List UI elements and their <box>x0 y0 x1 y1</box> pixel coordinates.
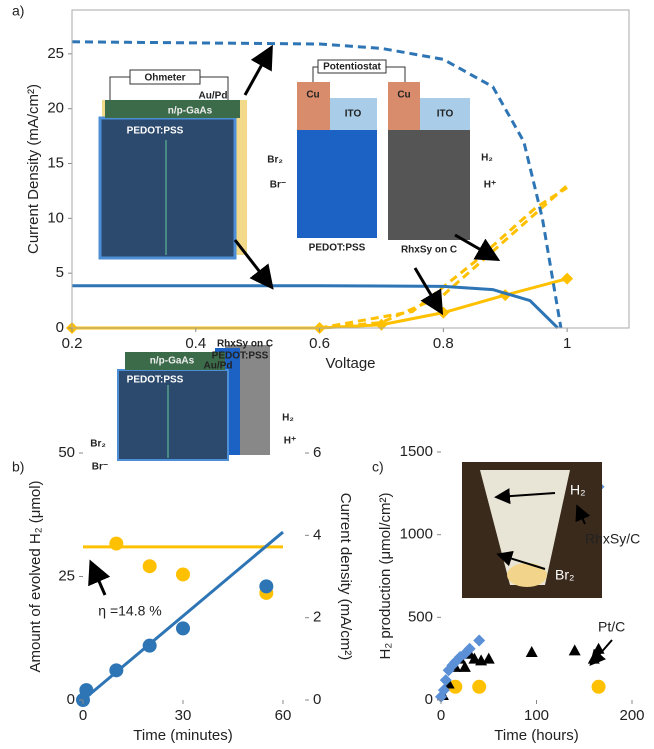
point <box>176 621 190 635</box>
diagram-label: n/p-GaAs <box>150 356 195 367</box>
y-tick-label: 25 <box>47 45 64 62</box>
y-tick-label: 1500 <box>400 443 433 460</box>
x-tick-label: 30 <box>175 707 192 724</box>
point <box>143 639 157 653</box>
diagram-label: H⁺ <box>484 180 497 191</box>
point <box>472 680 486 694</box>
diagram-label: H₂ <box>570 482 586 498</box>
x-tick-label: 60 <box>275 707 292 724</box>
y-tick-label: 0 <box>56 319 64 336</box>
point <box>109 663 123 677</box>
y-tick-label: 50 <box>58 444 75 461</box>
x-axis-label: Time (minutes) <box>133 727 232 744</box>
device-diagram-b: RhxSy on C PEDOT:PSS Au/Pd n/p-GaAs PEDO… <box>90 339 296 619</box>
diagram-label: Au/Pd <box>199 91 228 102</box>
diagram-label: Cu <box>306 90 319 101</box>
diagram-label: n/p-GaAs <box>168 106 213 117</box>
diagram-label: Br₂ <box>555 567 574 583</box>
series-line <box>72 286 558 328</box>
y2-axis-label: Current density (mA/cm²) <box>337 493 354 661</box>
y-tick-label: 0 <box>67 691 75 708</box>
y-tick-label: 20 <box>47 100 64 117</box>
point <box>109 537 123 551</box>
photo-inset: H₂ Br₂ RhxSy/C Pt/C <box>462 462 640 663</box>
x-axis-label: Time (hours) <box>494 727 578 744</box>
y-tick-label: 500 <box>408 608 433 625</box>
point <box>259 579 273 593</box>
diagram-label: PEDOT:PSS <box>309 243 366 254</box>
x-tick-label: 100 <box>524 707 549 724</box>
x-tick-label: 0.4 <box>185 335 206 352</box>
diagram-label: ITO <box>437 109 454 120</box>
y2-tick-label: 0 <box>313 691 321 708</box>
y-axis-label: Current Density (mA/cm²) <box>25 84 42 254</box>
annotation: Pt/C <box>598 619 625 635</box>
diagram-label: PEDOT:PSS <box>127 375 184 386</box>
point <box>569 644 581 655</box>
point <box>526 646 538 657</box>
y2-tick-label: 4 <box>313 526 321 543</box>
y-tick-label: 10 <box>47 209 64 226</box>
device-diagram-a: Ohmeter Au/Pd n/p-GaAs PEDOT:PSS Potenti… <box>100 50 496 310</box>
diagram-label: Au/Pd <box>204 361 233 372</box>
x-tick-label: 200 <box>619 707 644 724</box>
diagram-label: RhxSy on C <box>401 245 457 256</box>
panel-label: b) <box>12 459 24 475</box>
point <box>176 567 190 581</box>
diagram-label: H₂ <box>282 413 294 424</box>
panel-label: a) <box>12 3 24 19</box>
x-tick-label: 1 <box>563 335 571 352</box>
x-tick-label: 0 <box>437 707 445 724</box>
x-axis-label: Voltage <box>325 355 375 372</box>
point <box>592 680 606 694</box>
diagram-label: RhxSy on C <box>217 339 273 350</box>
diagram-label: H⁺ <box>284 436 297 447</box>
point <box>473 634 485 646</box>
y-tick-label: 1000 <box>400 526 433 543</box>
diagram-label: Ohmeter <box>144 73 185 84</box>
y-axis-label: H₂ production (μmol/cm²) <box>377 492 394 659</box>
diagram-label: Potentiostat <box>323 62 381 73</box>
x-tick-label: 0.2 <box>62 335 83 352</box>
diagram-label: Br⁻ <box>92 462 108 473</box>
annotation: RhxSy/C <box>585 531 640 547</box>
x-tick-label: 0.8 <box>433 335 454 352</box>
panel-label: c) <box>372 459 384 475</box>
y-tick-label: 5 <box>56 264 64 281</box>
figure: H₂ production (μmol/cm²)Time (hours)1500… <box>0 0 654 749</box>
y-tick-label: 25 <box>58 567 75 584</box>
x-tick-label: 0.6 <box>309 335 330 352</box>
x-tick-label: 0 <box>79 707 87 724</box>
diagram-label: PEDOT:PSS <box>127 126 184 137</box>
y-axis-label: Amount of evolved H₂ (μmol) <box>27 480 44 672</box>
point <box>143 559 157 573</box>
diagram-label: Br₂ <box>90 439 106 450</box>
y-tick-label: 0 <box>425 691 433 708</box>
diagram-label: Br₂ <box>267 155 283 166</box>
diagram-label: Br⁻ <box>270 180 286 191</box>
diagram-label: H₂ <box>481 153 493 164</box>
annotation: η =14.8 % <box>98 603 161 619</box>
y2-tick-label: 6 <box>313 444 321 461</box>
y2-tick-label: 2 <box>313 609 321 626</box>
diagram-label: Cu <box>397 90 410 101</box>
y-tick-label: 15 <box>47 154 64 171</box>
diagram-label: ITO <box>345 109 362 120</box>
